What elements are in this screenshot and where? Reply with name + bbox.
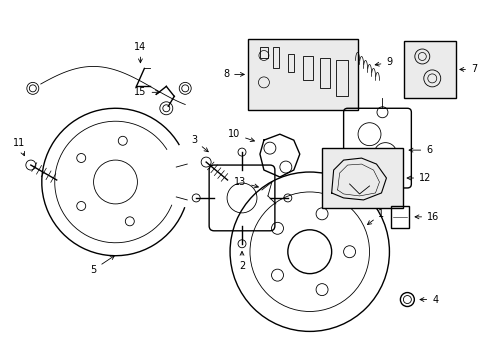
Bar — [260, 46, 267, 58]
Bar — [404, 41, 455, 98]
Bar — [319, 58, 329, 88]
Text: 13: 13 — [233, 177, 258, 188]
Text: 14: 14 — [134, 41, 146, 63]
Bar — [335, 60, 347, 96]
Text: 1: 1 — [366, 209, 384, 225]
Text: 3: 3 — [191, 135, 208, 152]
Text: 15: 15 — [134, 87, 159, 97]
Text: 11: 11 — [13, 138, 25, 156]
Bar — [272, 46, 278, 68]
Bar — [247, 39, 357, 110]
Text: 6: 6 — [408, 145, 431, 155]
Text: 16: 16 — [414, 212, 439, 222]
Bar — [321, 148, 403, 208]
Bar — [287, 54, 293, 72]
Text: 4: 4 — [419, 294, 437, 305]
Bar — [302, 57, 312, 80]
Text: 10: 10 — [227, 129, 254, 141]
Text: 9: 9 — [374, 58, 392, 67]
Bar — [390, 206, 408, 228]
Text: 5: 5 — [90, 256, 114, 275]
Text: 12: 12 — [407, 173, 430, 183]
Text: 2: 2 — [239, 251, 244, 271]
Text: 8: 8 — [223, 69, 244, 80]
Text: 7: 7 — [459, 64, 476, 75]
